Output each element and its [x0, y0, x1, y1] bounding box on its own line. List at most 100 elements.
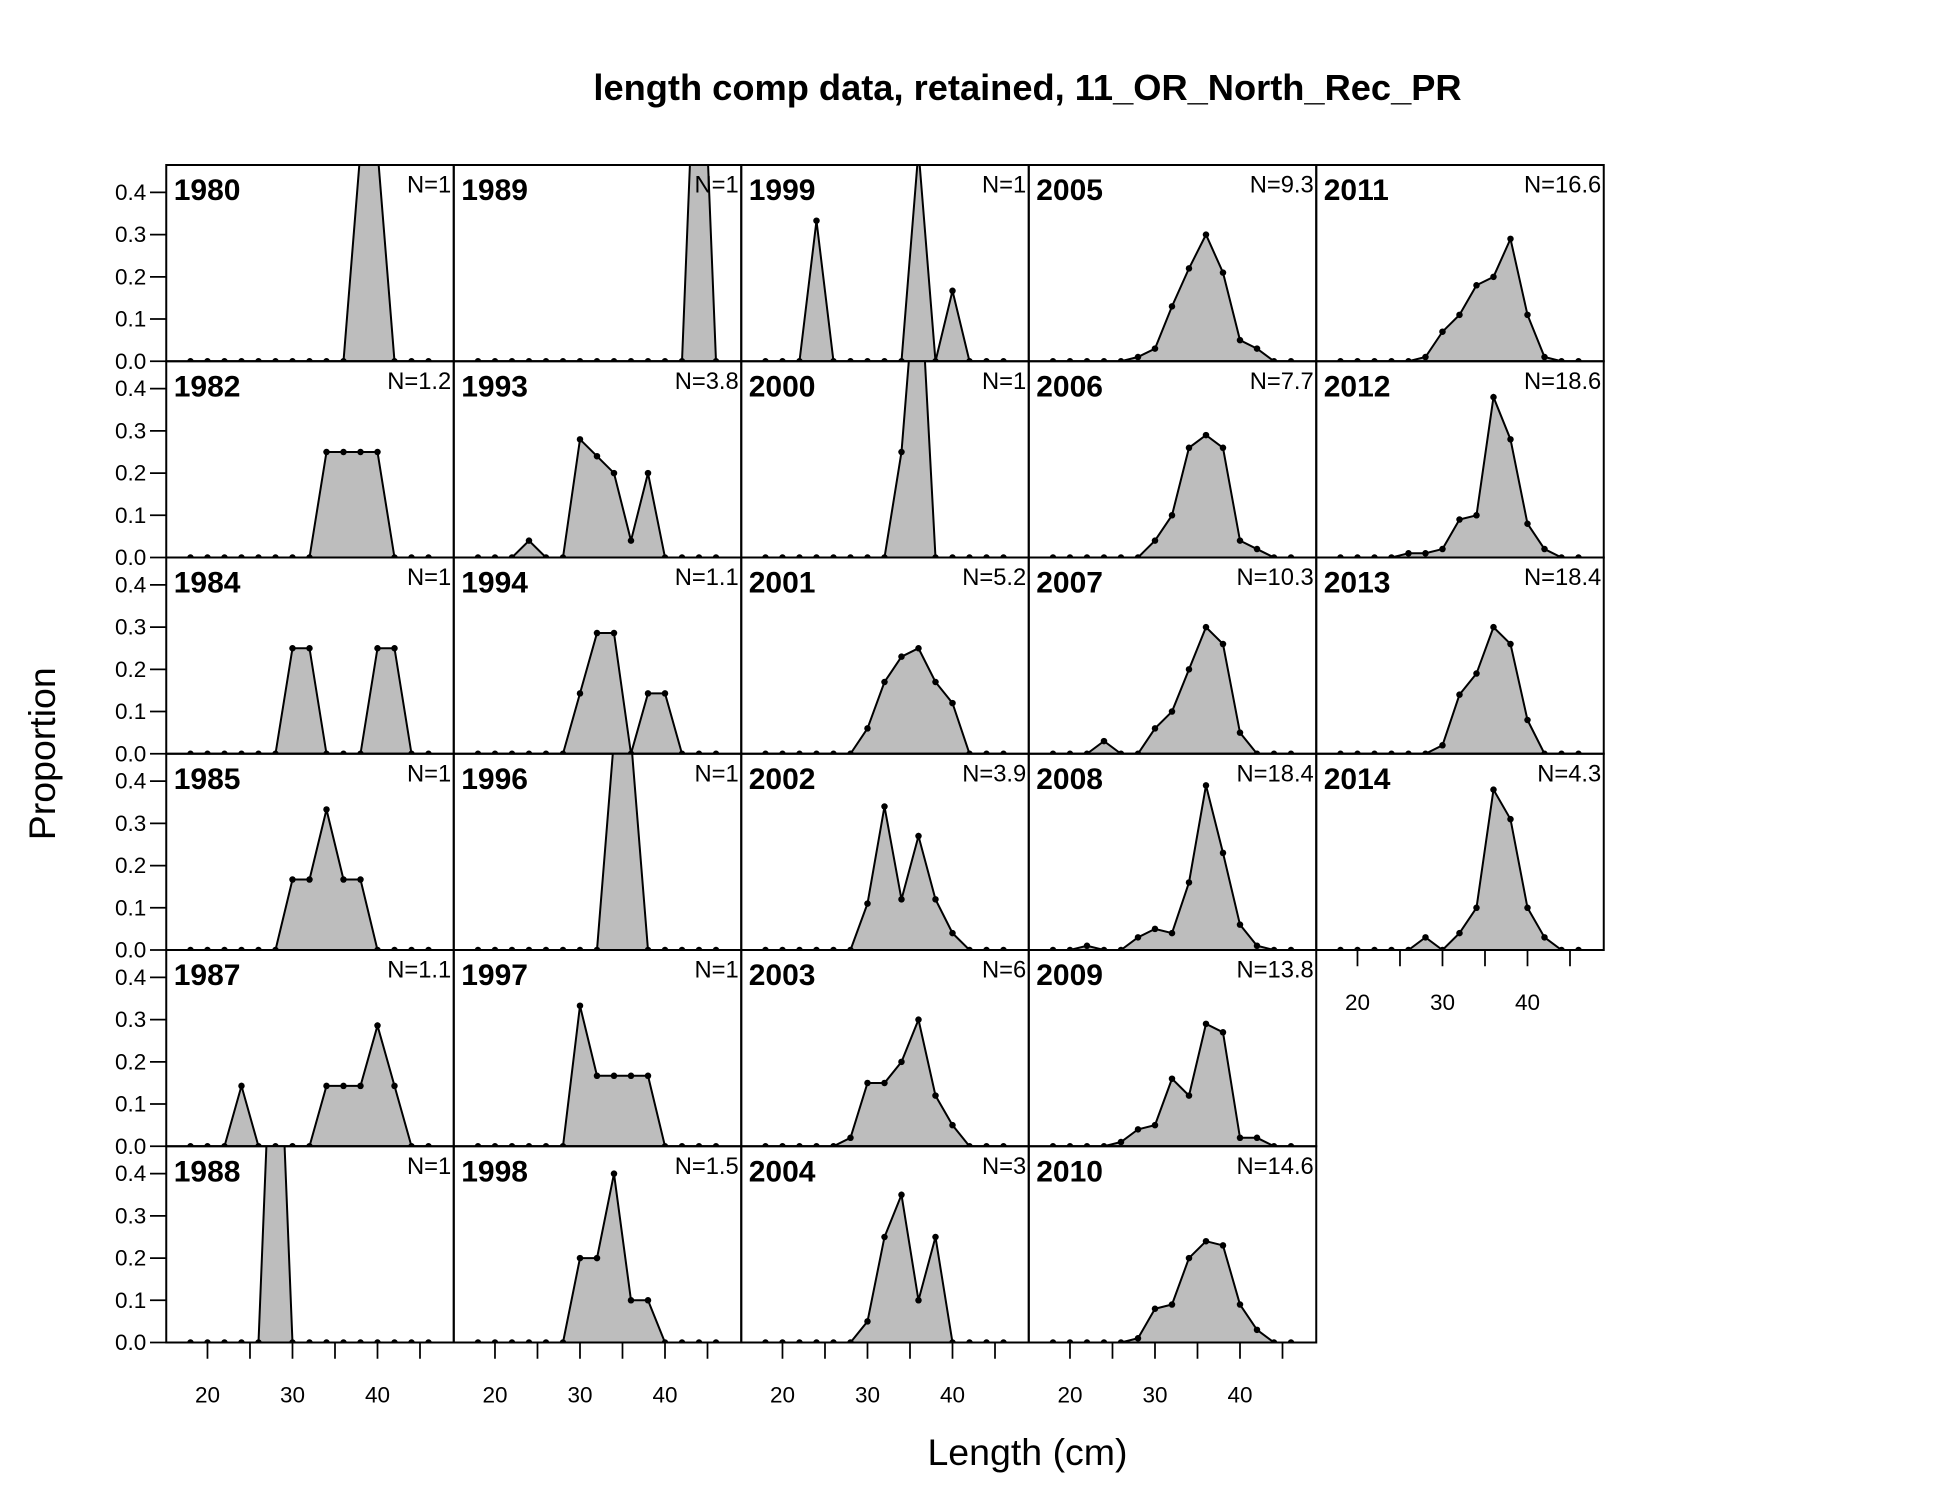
- point: [627, 1072, 635, 1080]
- y-tick-label: 0.2: [115, 1049, 146, 1074]
- x-tick-label: 30: [280, 1383, 305, 1408]
- point: [1473, 670, 1480, 677]
- point: [1202, 1237, 1210, 1245]
- point: [864, 725, 871, 732]
- x-tick-label: 30: [1430, 990, 1455, 1015]
- point: [1151, 345, 1159, 352]
- x-tick-label: 40: [1227, 1383, 1252, 1408]
- point: [1185, 444, 1193, 452]
- area: [1052, 433, 1291, 558]
- y-axis-label: Proportion: [21, 667, 63, 840]
- panel-n: N=7.7: [1250, 368, 1314, 395]
- panel-year: 1994: [461, 567, 528, 600]
- point: [1100, 737, 1108, 745]
- point: [593, 452, 601, 460]
- point: [1202, 1020, 1210, 1028]
- panel-n: N=1: [982, 368, 1026, 395]
- panel-n: N=3: [982, 1153, 1026, 1180]
- y-tick-label: 0.1: [115, 307, 146, 332]
- panel-n: N=1: [407, 172, 451, 199]
- point: [1439, 545, 1446, 553]
- panel: [762, 803, 1007, 950]
- panel: [762, 1016, 1007, 1147]
- y-tick-label: 0.0: [115, 545, 146, 570]
- point: [1168, 303, 1176, 310]
- point: [661, 690, 669, 697]
- point: [1219, 640, 1227, 648]
- y-tick-label: 0.2: [115, 657, 146, 682]
- point: [1253, 942, 1261, 950]
- point: [1456, 691, 1463, 698]
- panel: [1337, 235, 1582, 362]
- area: [1340, 786, 1579, 950]
- panel-n: N=1: [407, 1153, 451, 1180]
- point: [644, 1072, 652, 1080]
- point: [1405, 550, 1412, 557]
- area: [1340, 625, 1579, 754]
- point: [1507, 235, 1514, 243]
- y-tick-label: 0.1: [115, 503, 146, 528]
- point: [881, 1233, 888, 1241]
- area: [190, 165, 429, 362]
- area: [477, 165, 718, 362]
- x-tick-label: 20: [195, 1383, 220, 1408]
- area: [1340, 235, 1579, 362]
- point: [881, 803, 888, 810]
- point: [949, 929, 956, 937]
- point: [949, 699, 956, 707]
- point: [813, 217, 820, 224]
- point: [864, 900, 871, 907]
- y-tick-label: 0.3: [115, 1203, 146, 1228]
- point: [323, 806, 330, 813]
- point: [340, 448, 347, 456]
- panel: [1049, 1020, 1295, 1147]
- panel-year: 1988: [174, 1155, 241, 1188]
- point: [525, 537, 533, 544]
- point: [340, 876, 347, 883]
- x-tick-label: 20: [1345, 990, 1370, 1015]
- area: [190, 450, 429, 558]
- point: [847, 1134, 854, 1142]
- panel-n: N=1.1: [675, 564, 739, 591]
- panel-year: 2004: [749, 1155, 816, 1188]
- point: [932, 1092, 939, 1099]
- panel-n: N=1: [695, 760, 739, 787]
- point: [1168, 1301, 1176, 1308]
- point: [357, 1082, 364, 1090]
- y-tick-label: 0.1: [115, 1288, 146, 1313]
- x-tick-label: 30: [855, 1383, 880, 1408]
- point: [306, 644, 313, 652]
- point: [374, 644, 381, 652]
- point: [898, 1191, 905, 1199]
- y-tick-label: 0.2: [115, 1246, 146, 1271]
- point: [1524, 716, 1531, 724]
- point: [1134, 1335, 1142, 1342]
- panel-year: 1996: [461, 763, 528, 796]
- point: [576, 1002, 584, 1009]
- point: [1236, 1134, 1244, 1142]
- point: [1168, 929, 1176, 937]
- point: [898, 1058, 905, 1066]
- chart-title: length comp data, retained, 11_OR_North_…: [593, 67, 1461, 108]
- panel-n: N=5.2: [962, 564, 1026, 591]
- panel-n: N=1.5: [675, 1153, 739, 1180]
- panel: [187, 448, 432, 558]
- panel-n: N=1: [695, 172, 739, 199]
- point: [932, 896, 939, 903]
- point: [915, 644, 922, 652]
- panel-year: 1987: [174, 959, 241, 992]
- point: [627, 1297, 635, 1304]
- point: [323, 448, 330, 456]
- point: [1134, 353, 1142, 361]
- panel-year: 1989: [461, 174, 528, 207]
- y-tick-label: 0.4: [115, 572, 146, 597]
- panel-year: 2010: [1036, 1155, 1103, 1188]
- panel: [1049, 431, 1295, 558]
- panel: [474, 436, 720, 558]
- point: [1202, 231, 1210, 238]
- point: [1117, 1138, 1125, 1146]
- y-tick-label: 0.0: [115, 1330, 146, 1355]
- panel-year: 1980: [174, 174, 241, 207]
- point: [593, 1072, 601, 1080]
- point: [898, 653, 905, 660]
